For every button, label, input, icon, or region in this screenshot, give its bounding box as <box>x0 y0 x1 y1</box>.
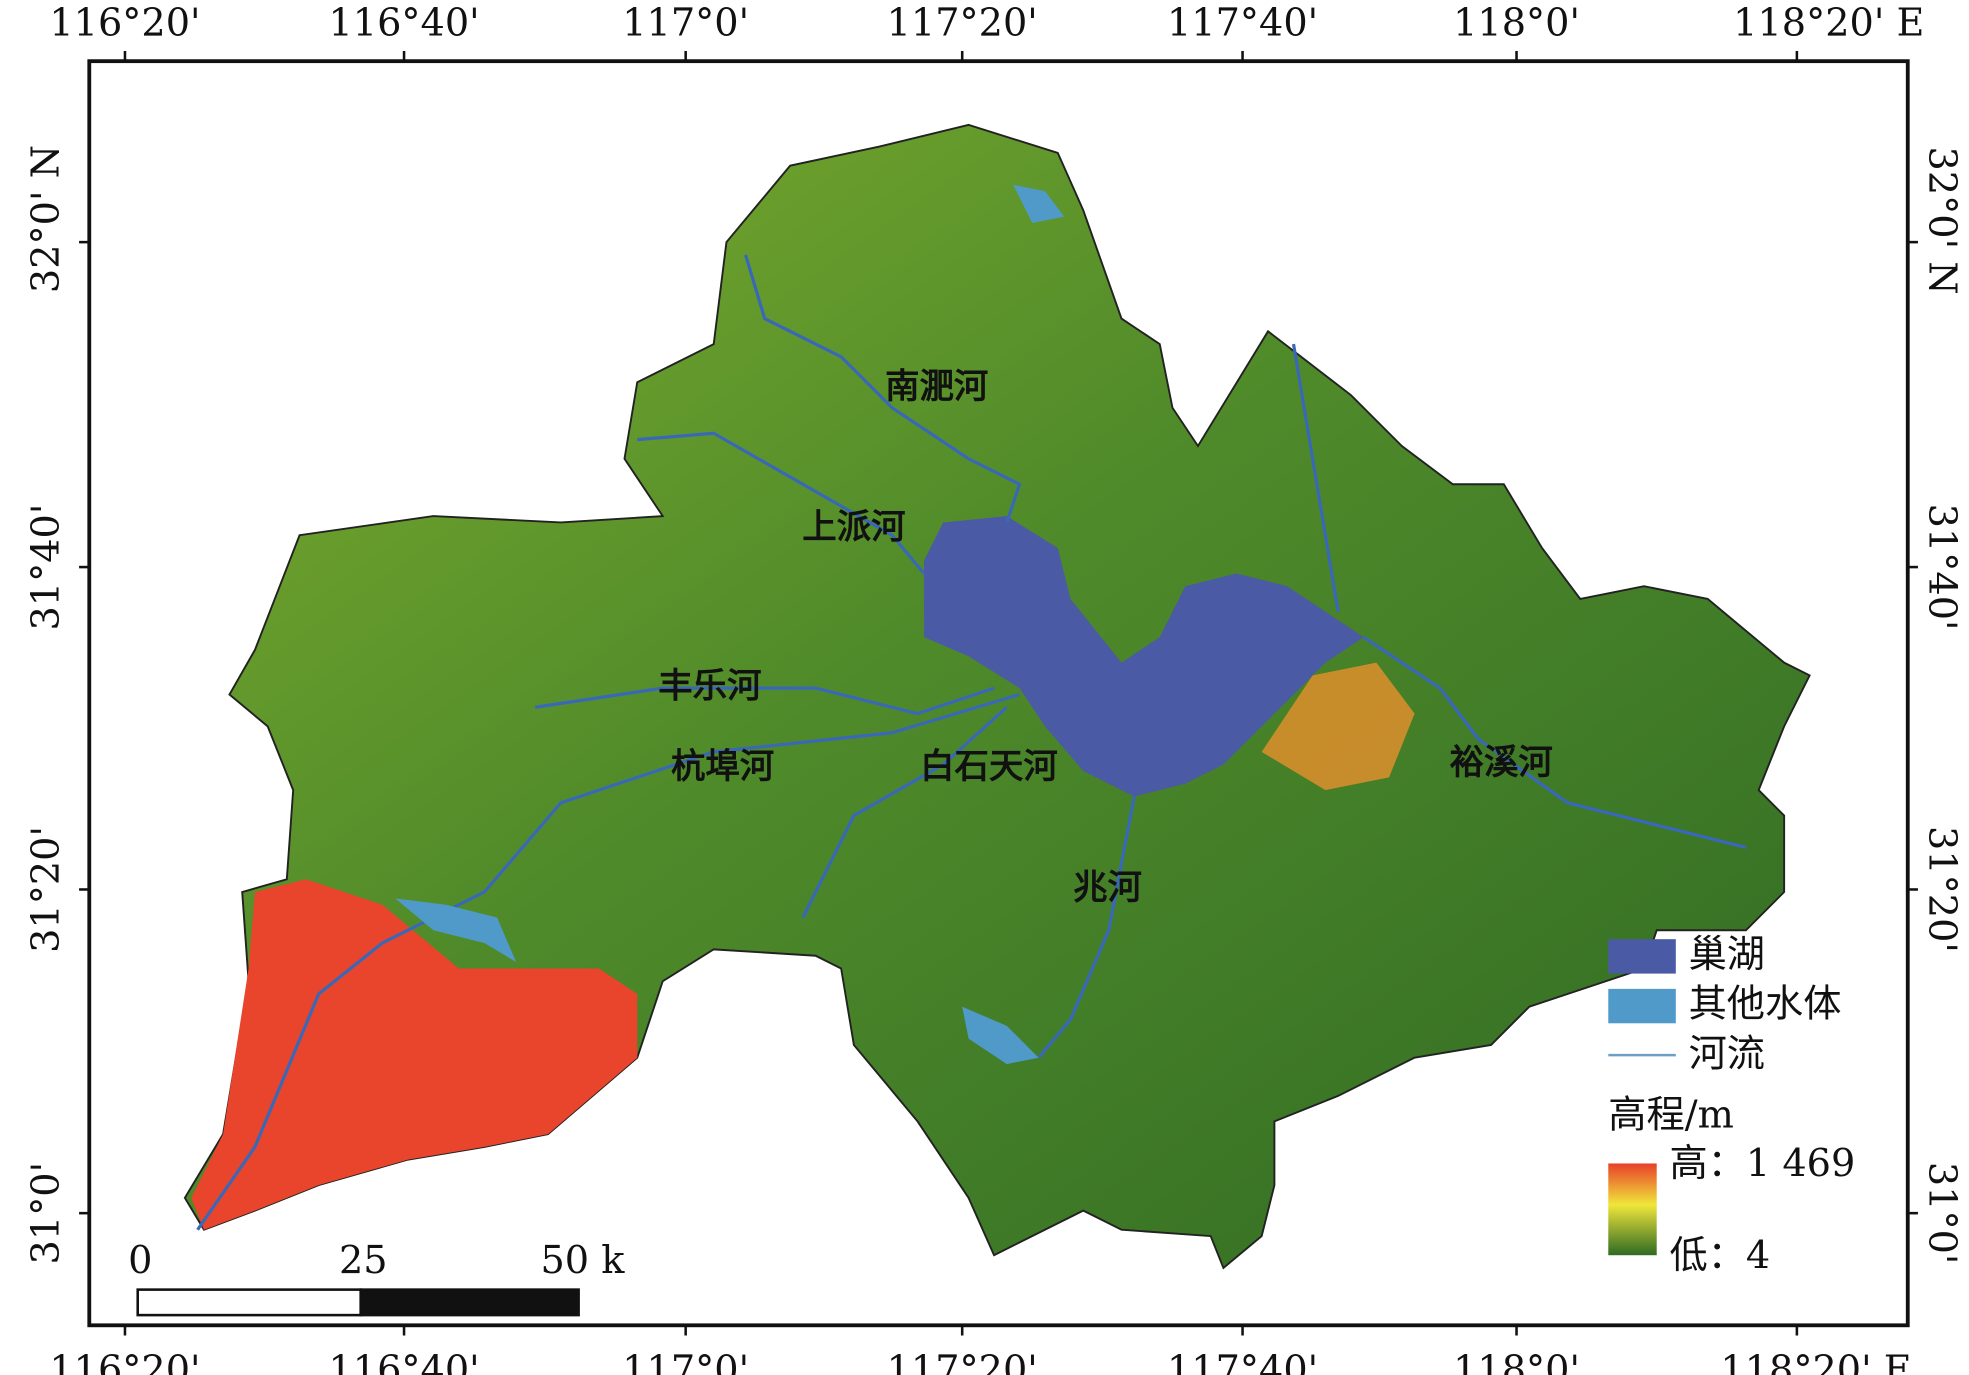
legend-label: 河流 <box>1689 1032 1765 1076</box>
river-label: 白石天河 <box>920 747 1058 787</box>
lat-label: 31°0' <box>1920 1162 1964 1265</box>
lon-label: 116°40' <box>328 1 479 45</box>
river-network <box>196 254 1747 1231</box>
scale-label: 0 <box>128 1239 152 1283</box>
scale-label: 50 k <box>540 1239 625 1283</box>
lat-label: 31°20' <box>1920 826 1964 953</box>
river-label: 上派河 <box>802 507 905 547</box>
scale-label: 25 <box>339 1239 388 1283</box>
legend-label: 低：4 <box>1669 1234 1770 1278</box>
lon-label: 116°40' <box>328 1348 479 1375</box>
river-label: 裕溪河 <box>1450 743 1553 783</box>
lon-label: 117°20' <box>887 1 1038 45</box>
lat-label: 31°0' <box>25 1162 69 1265</box>
lon-label: 117°20' <box>887 1348 1038 1375</box>
river-label: 兆河 <box>1073 868 1142 908</box>
lon-label: 117°40' <box>1167 1 1318 45</box>
reservoir <box>1013 184 1065 224</box>
highland <box>191 879 638 1230</box>
legend-label: 高：1 469 <box>1669 1142 1855 1186</box>
river-label: 丰乐河 <box>658 667 761 707</box>
legend-swatch <box>1608 939 1676 974</box>
lon-label: 117°40' <box>1167 1348 1318 1375</box>
reservoir <box>395 898 517 963</box>
legend-label: 巢湖 <box>1689 933 1765 977</box>
lon-label: 118°0' <box>1453 1348 1580 1375</box>
lat-label: 32°0' N <box>1920 147 1964 295</box>
river-label: 杭埠河 <box>671 747 774 787</box>
lon-label: 116°20' <box>49 1348 200 1375</box>
lon-label: 118°20' E <box>1720 1348 1911 1375</box>
highland <box>1261 662 1415 791</box>
scale-bar <box>359 1288 580 1317</box>
lon-label: 118°20' E <box>1733 1 1924 45</box>
lat-label: 31°40' <box>1920 504 1964 631</box>
map-frame <box>87 59 1910 1328</box>
river-label: 南淝河 <box>885 367 988 407</box>
scale-bar <box>136 1288 362 1317</box>
legend-swatch <box>1608 988 1676 1024</box>
lon-label: 117°0' <box>622 1348 749 1375</box>
lat-label: 32°0' N <box>25 145 69 293</box>
elevation-ramp <box>1608 1163 1657 1256</box>
legend: 巢湖 其他水体 河流 高程/m 高：1 469 低：4 <box>1608 933 1855 1278</box>
lake <box>923 516 1364 797</box>
lon-label: 116°20' <box>49 1 200 45</box>
legend-title: 高程/m <box>1608 1094 1734 1138</box>
lon-label: 117°0' <box>622 1 749 45</box>
lat-label: 31°40' <box>25 504 69 631</box>
legend-label: 其他水体 <box>1689 983 1842 1027</box>
lat-label: 31°20' <box>25 826 69 953</box>
reservoir <box>962 1006 1039 1065</box>
lon-label: 118°0' <box>1453 1 1580 45</box>
